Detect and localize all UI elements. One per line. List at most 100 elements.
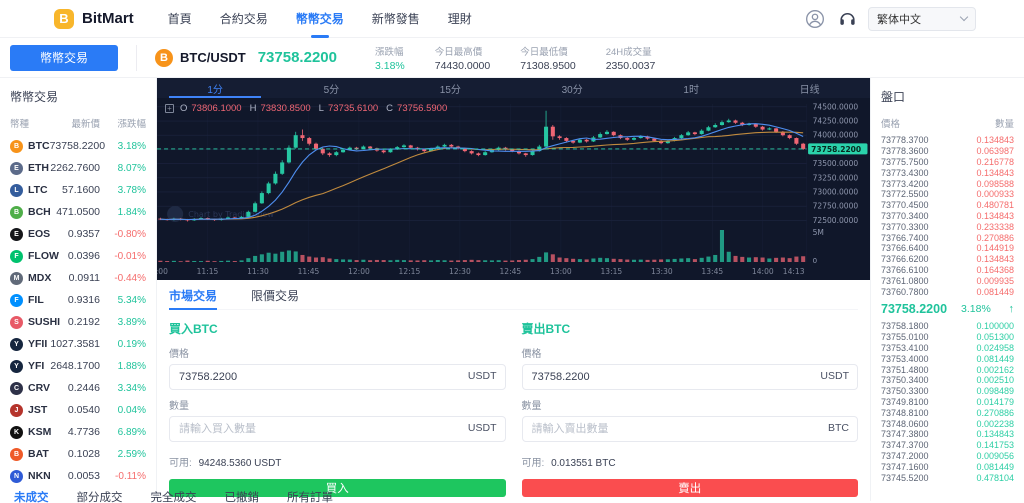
coin-list-item[interactable]: C CRV 0.2446 3.34% [0,377,156,399]
order-book-row[interactable]: 73766.6400 0.144919 [871,243,1024,254]
order-book-row[interactable]: 73770.4500 0.480781 [871,200,1024,211]
order-amount: 0.098489 [976,386,1014,397]
timeframe-tabs: 1分 5分 15分 30分 1时 日线 [157,78,870,98]
buy-button[interactable]: 買入 [169,479,506,497]
nav-item-home[interactable]: 首頁 [167,11,192,26]
order-book-row[interactable]: 73751.4800 0.002162 [871,364,1024,375]
coin-symbol: YFII [28,338,48,350]
timeframe-30m[interactable]: 30分 [561,84,583,96]
user-avatar-icon[interactable] [804,8,826,30]
order-book-row[interactable]: 73773.4300 0.134843 [871,167,1024,178]
coin-list-item[interactable]: F FLOW 0.0396 -0.01% [0,245,156,267]
timeframe-5m[interactable]: 5分 [323,84,340,96]
coin-list-item[interactable]: B BAT 0.1028 2.59% [0,443,156,465]
order-book-row[interactable]: 73748.0600 0.002238 [871,418,1024,429]
order-book-row[interactable]: 73770.3300 0.233338 [871,221,1024,232]
candlestick-chart-canvas[interactable]: 72500.0000 72750.0000 73000.0000 73250.0000… [157,98,870,280]
timeframe-1m[interactable]: 1分 [177,78,253,98]
tab-market-order[interactable]: 市場交易 [169,284,218,310]
order-book-row[interactable]: 73753.4100 0.024958 [871,343,1024,354]
add-indicator-icon[interactable]: + [165,104,174,113]
tab-open-orders[interactable]: 未成交 [14,492,49,503]
buy-price-input[interactable] [169,364,506,390]
coin-list-item[interactable]: B BTC 73758.2200 3.18% [0,135,156,157]
coin-list-item[interactable]: J JST 0.0540 0.04% [0,399,156,421]
coin-change: -0.80% [114,228,146,240]
coin-list-item[interactable]: S SUSHI 0.2192 3.89% [0,311,156,333]
order-book-row[interactable]: 73747.1600 0.081449 [871,461,1024,472]
coin-symbol: EOS [28,228,51,240]
coin-icon: N [10,469,23,483]
tab-partially-filled[interactable]: 部分成交 [76,492,123,503]
ask-list: 73778.3700 0.134843 73778.3600 0.063987 … [871,135,1024,297]
order-amount: 0.002510 [976,375,1014,386]
coin-list-item[interactable]: L LTC 57.1600 3.78% [0,179,156,201]
order-book-row[interactable]: 73749.8100 0.014179 [871,397,1024,408]
coin-list-item[interactable]: B BCH 471.0500 1.84% [0,201,156,223]
coin-change: -0.01% [114,250,146,262]
order-amount: 0.164368 [976,264,1014,275]
order-book-row[interactable]: 73778.3600 0.063987 [871,146,1024,157]
low-value: 73735.6100 [327,103,379,114]
svg-text:11:00: 11:00 [157,267,168,276]
nav-item-earn[interactable]: 理財 [447,11,472,26]
tab-cancelled[interactable]: 已撤銷 [224,492,260,503]
order-book-row[interactable]: 73750.3400 0.002510 [871,375,1024,386]
order-book-row[interactable]: 73770.3400 0.134843 [871,211,1024,222]
order-book-row[interactable]: 73747.3800 0.134843 [871,429,1024,440]
order-book-row[interactable]: 73755.0100 0.051300 [871,332,1024,343]
spot-trading-button[interactable]: 幣幣交易 [10,44,118,71]
order-book-row[interactable]: 73772.5500 0.000933 [871,189,1024,200]
nav-item-futures[interactable]: 合約交易 [219,11,268,26]
coin-list-item[interactable]: E EOS 0.9357 -0.80% [0,223,156,245]
coin-icon: K [10,425,23,439]
coin-price: 4.7736 [67,426,100,438]
coin-list-item[interactable]: K KSM 4.7736 6.89% [0,421,156,443]
order-book-row[interactable]: 73775.7500 0.216778 [871,157,1024,168]
order-book-row[interactable]: 73747.2000 0.009056 [871,451,1024,462]
timeframe-15m[interactable]: 15分 [439,84,461,96]
sell-button[interactable]: 賣出 [521,479,858,497]
svg-text:0: 0 [813,256,817,265]
svg-text:73000.0000: 73000.0000 [813,187,859,196]
coin-icon: E [10,161,23,175]
coin-list-item[interactable]: Y YFI 2648.1700 1.88% [0,355,156,377]
coin-icon: B [10,205,23,219]
order-book-row[interactable]: 73760.7800 0.081449 [871,286,1024,297]
order-book-row[interactable]: 73750.3300 0.098489 [871,386,1024,397]
tab-limit-order[interactable]: 限價交易 [251,288,300,303]
order-book-row[interactable]: 73748.8100 0.270886 [871,407,1024,418]
svg-text:12:30: 12:30 [449,267,471,276]
coin-symbol: MDX [28,272,52,284]
order-book-row[interactable]: 73773.4200 0.098588 [871,178,1024,189]
language-selector[interactable]: 繁体中文 [868,6,976,31]
order-book-row[interactable]: 73766.7400 0.270886 [871,232,1024,243]
coin-list-item[interactable]: N NKN 0.0053 -0.11% [0,465,156,487]
order-book-row[interactable]: 73778.3700 0.134843 [871,135,1024,146]
timeframe-1d[interactable]: 日线 [799,84,820,96]
tab-fully-filled[interactable]: 完全成交 [150,492,197,503]
order-amount: 0.233338 [976,221,1014,232]
support-headset-icon[interactable] [836,8,858,30]
buy-amount-input[interactable] [169,416,506,442]
timeframe-1h[interactable]: 1时 [683,84,699,96]
sell-price-input[interactable] [521,364,858,390]
coin-list-item[interactable]: Y YFII 1027.3581 0.19% [0,333,156,355]
order-book-row[interactable]: 73766.6100 0.164368 [871,265,1024,276]
order-book-row[interactable]: 73761.0800 0.009935 [871,275,1024,286]
nav-item-spot[interactable]: 幣幣交易 [296,0,344,38]
order-book-row[interactable]: 73745.5200 0.478104 [871,472,1024,483]
sell-amount-input[interactable] [521,416,858,442]
coin-list-item[interactable]: F FIL 0.9316 5.34% [0,289,156,311]
order-book-row[interactable]: 73747.3700 0.141753 [871,440,1024,451]
tab-all-orders[interactable]: 所有訂單 [287,492,333,503]
order-book-row[interactable]: 73753.4000 0.081449 [871,353,1024,364]
order-price: 73750.3400 [881,375,929,386]
coin-list-item[interactable]: E ETH 2262.7600 8.07% [0,157,156,179]
order-price: 73770.3300 [881,221,929,232]
order-price: 73745.5200 [881,472,929,483]
order-book-row[interactable]: 73766.6200 0.134843 [871,254,1024,265]
nav-item-launchpad[interactable]: 新幣發售 [371,11,420,26]
order-book-row[interactable]: 73758.1800 0.100000 [871,321,1024,332]
coin-list-item[interactable]: M MDX 0.0911 -0.44% [0,267,156,289]
